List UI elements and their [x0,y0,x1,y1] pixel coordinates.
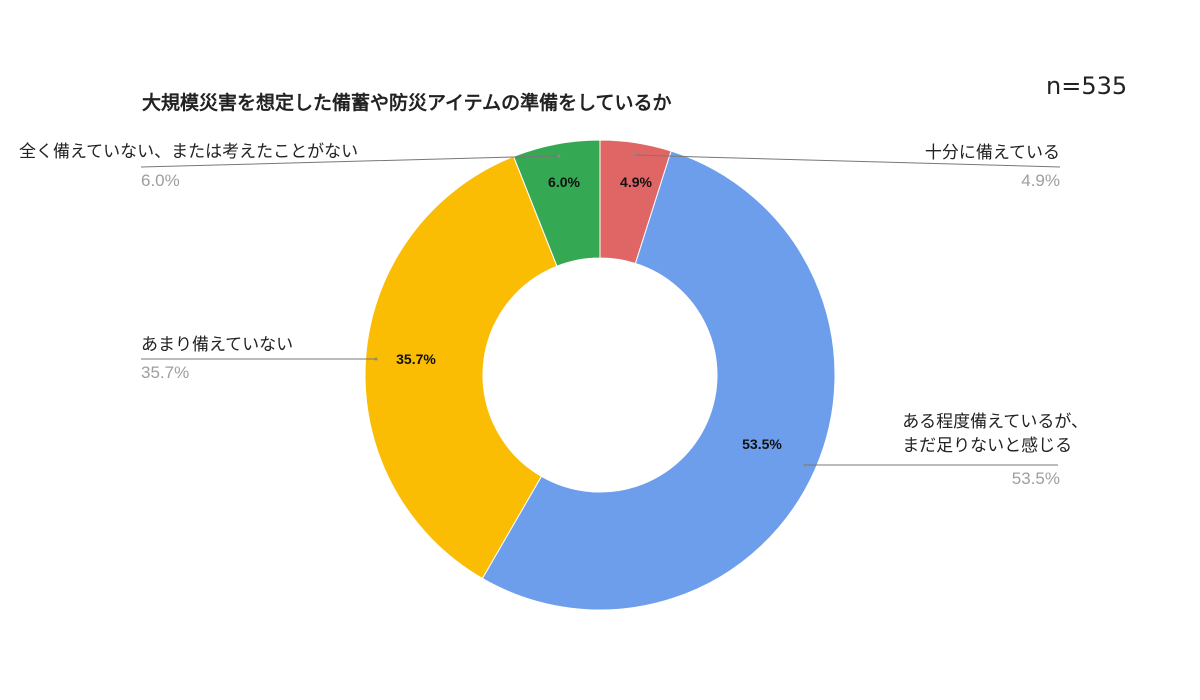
slice-data-label: 4.9% [620,174,652,190]
sample-size-label: n=535 [1046,72,1128,100]
callout-pct-somewhat-prepared: 53.5% [1011,469,1060,488]
leader-dot [557,154,561,158]
callout-pct-not-prepared: 6.0% [141,171,180,190]
slice-not-prepared [512,139,601,267]
slice-somewhat-prepared [481,150,836,611]
callout-label-somewhat-prepared: ある程度備えているが、 まだ足りないと感じる [902,412,1088,456]
slice-data-label: 6.0% [548,174,580,190]
slice-data-label: 53.5% [742,436,782,452]
slice-data-label: 35.7% [396,351,436,367]
callout-label-not-very-prepared: あまり備えていない [141,335,294,355]
slice-not-very-prepared [364,155,558,580]
callout-pct-not-very-prepared: 35.7% [141,363,190,382]
leader-dot [374,357,378,361]
callout-label-fully-prepared: 十分に備えている [924,143,1060,163]
leader-line-not-prepared [140,155,560,168]
leader-dot [803,463,807,467]
leader-line-fully-prepared [633,154,1061,168]
callout-label-not-prepared: 全く備えていない、または考えたことがない [19,142,359,162]
chart-title: 大規模災害を想定した備蓄や防災アイテムの準備をしているか [142,92,672,114]
callout-pct-fully-prepared: 4.9% [1021,171,1060,190]
leader-dot [632,153,636,157]
